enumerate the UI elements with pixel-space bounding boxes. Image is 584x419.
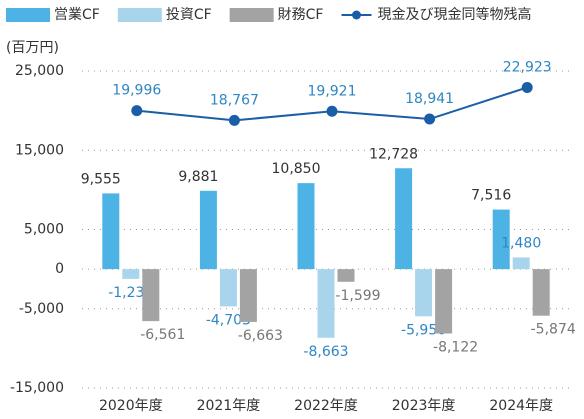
bar [395,168,413,270]
bar [532,269,550,316]
data-label: -5,874 [531,322,576,338]
data-label: 9,555 [81,171,121,187]
bar [435,269,453,334]
line-point [228,114,240,126]
data-label: 18,767 [210,92,259,108]
data-label: -6,561 [140,327,185,343]
legend-label: 営業CF [54,7,100,23]
bar [415,269,433,317]
bar [492,209,510,270]
y-tick-label: -15,000 [10,380,64,396]
y-tick-label: -5,000 [19,301,64,317]
data-label: 1,480 [501,235,541,251]
data-label: 9,881 [178,169,218,185]
unit-label: (百万円) [6,40,59,56]
legend-label: 現金及び現金同等物残高 [377,6,531,23]
data-label: -4,703 [206,312,251,328]
data-label: 18,941 [405,91,454,107]
data-label: -1,599 [335,288,380,304]
line-point [326,105,338,117]
data-label: -8,663 [303,344,348,360]
data-label: 12,728 [369,146,418,162]
bar [102,193,120,270]
y-tick-label: 0 [55,261,64,277]
legend-swatch [229,8,274,22]
data-label: 19,996 [112,83,161,99]
bar [512,257,530,270]
x-tick-label: 2020年度 [99,398,163,414]
y-tick-label: 15,000 [15,142,64,158]
bar [297,183,315,270]
x-tick-label: 2022年度 [294,398,358,414]
legend-label: 財務CF [278,7,324,23]
bar [239,269,257,322]
bar [337,269,355,282]
data-label: 10,850 [272,161,321,177]
bar [122,269,140,279]
data-label: -5,950 [401,322,446,338]
x-tick-label: 2021年度 [197,398,261,414]
data-label: -6,663 [238,328,283,344]
x-tick-label: 2023年度 [392,398,456,414]
y-tick-label: 5,000 [24,222,64,238]
line-point [521,81,533,93]
y-tick-label: 25,000 [15,63,64,79]
bar [219,269,237,307]
legend-swatch [117,8,162,22]
bar [317,269,335,338]
data-label: 7,516 [471,188,511,204]
legend-swatch [351,10,361,20]
line-point [131,105,143,117]
line-point [424,113,436,125]
legend-swatch [6,8,50,22]
data-label: 19,921 [308,83,357,99]
x-tick-label: 2024年度 [489,398,553,414]
legend-label: 投資CF [166,7,212,23]
bar [142,269,160,322]
bar [199,190,217,270]
data-label: 22,923 [503,59,552,75]
data-label: -8,122 [433,339,478,355]
data-label: -1,230 [108,285,153,301]
